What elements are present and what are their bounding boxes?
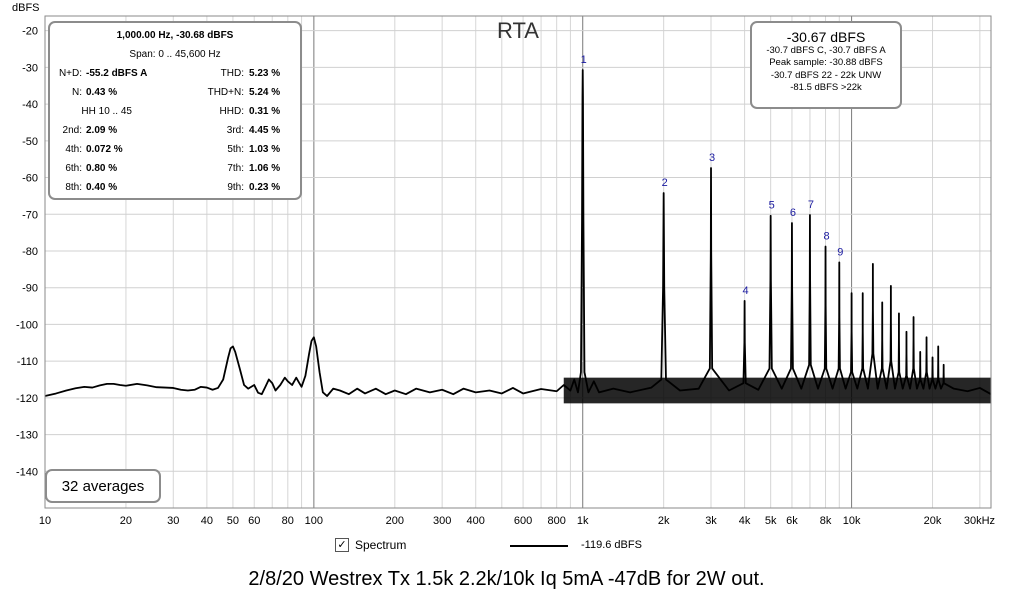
stats-value: 5.23 % xyxy=(249,68,281,79)
y-tick-label: -80 xyxy=(22,246,38,258)
x-tick-label: 200 xyxy=(386,515,404,527)
y-tick-label: -40 xyxy=(22,99,38,111)
stats-value: 2.09 % xyxy=(86,125,118,136)
x-tick-label: 10 xyxy=(39,515,51,527)
harmonic-label: 2 xyxy=(662,177,668,189)
stats-label: 3rd: xyxy=(226,125,244,136)
y-tick-label: -110 xyxy=(17,356,38,368)
legend-line-swatch xyxy=(510,545,568,547)
x-tick-label: 3k xyxy=(705,515,717,527)
harmonic-label: 3 xyxy=(709,152,715,164)
x-tick-label: 4k xyxy=(739,515,751,527)
stats-label: 2nd: xyxy=(62,125,82,136)
y-tick-label: -90 xyxy=(22,283,38,295)
graph-caption: 2/8/20 Westrex Tx 1.5k 2.2k/10k Iq 5mA -… xyxy=(248,568,765,590)
stats-value: 5.24 % xyxy=(249,87,281,98)
x-tick-label: 20k xyxy=(924,515,942,527)
x-tick-label: 100 xyxy=(305,515,323,527)
stats-value: 0.23 % xyxy=(249,182,281,193)
stats-label: 5th: xyxy=(227,144,244,155)
y-axis-unit-label: dBFS xyxy=(12,2,40,14)
x-tick-label: 5k xyxy=(765,515,777,527)
stats-label: 9th: xyxy=(227,182,244,193)
y-tick-label: -130 xyxy=(16,430,38,442)
summary-main-level: -30.67 dBFS xyxy=(786,29,866,45)
plot-border xyxy=(44,15,992,509)
plot-frame xyxy=(44,15,992,509)
stats-frequency-level: 1,000.00 Hz, -30.68 dBFS xyxy=(116,30,234,41)
stats-value: 0.072 % xyxy=(86,144,123,155)
x-tick-label: 50 xyxy=(227,515,239,527)
x-tick-label: 60 xyxy=(248,515,260,527)
stats-value: 0.40 % xyxy=(86,182,118,193)
stats-label: N: xyxy=(72,87,82,98)
x-tick-label: 6k xyxy=(786,515,798,527)
stats-value: 1.03 % xyxy=(249,144,281,155)
stats-value: 1.06 % xyxy=(249,163,281,174)
y-tick-label: -140 xyxy=(16,466,38,478)
axis-labels: dBFS -20 -30 -40 -50 -60 -70 -80 -90 -100 -110 -120… xyxy=(12,2,995,527)
x-tick-label: 20 xyxy=(120,515,132,527)
level-summary-box[interactable]: -30.67 dBFS -30.7 dBFS C, -30.7 dBFS A P… xyxy=(750,21,902,109)
averages-box[interactable]: 32 averages xyxy=(45,469,161,503)
stats-value: 0.43 % xyxy=(86,87,118,98)
stats-label: N+D: xyxy=(58,68,82,79)
distortion-stats-box[interactable]: 1,000.00 Hz, -30.68 dBFS Span: 0 .. 45,6… xyxy=(48,21,302,200)
x-tick-label: 400 xyxy=(467,515,485,527)
x-tick-label: 10k xyxy=(843,515,861,527)
summary-line: Peak sample: -30.88 dBFS xyxy=(769,57,883,69)
stats-label: THD+N: xyxy=(207,87,244,98)
stats-label: 8th: xyxy=(65,182,82,193)
harmonic-label: 4 xyxy=(743,285,749,297)
x-tick-label: 1k xyxy=(577,515,589,527)
legend-checkbox[interactable]: ✓ xyxy=(335,538,349,552)
x-tick-label: 600 xyxy=(514,515,532,527)
stats-label: HH 10 .. 45 xyxy=(81,106,132,117)
y-tick-label: -60 xyxy=(22,173,38,185)
stats-value: 0.31 % xyxy=(249,106,281,117)
stats-label: 4th: xyxy=(65,144,82,155)
spectrum-line xyxy=(44,69,992,397)
x-tick-label: 30 xyxy=(167,515,179,527)
x-tick-label: 8k xyxy=(820,515,832,527)
summary-line: -30.7 dBFS 22 - 22k UNW xyxy=(770,69,882,81)
harmonic-label: 1 xyxy=(581,54,587,66)
x-tick-label: 80 xyxy=(282,515,294,527)
stats-label: HHD: xyxy=(219,106,244,117)
stats-value: -55.2 dBFS A xyxy=(86,68,148,79)
x-tick-label: 300 xyxy=(433,515,451,527)
stats-span: Span: 0 .. 45,600 Hz xyxy=(129,49,221,60)
y-tick-label: -30 xyxy=(22,62,38,74)
harmonic-label: 5 xyxy=(769,200,775,212)
legend-series-name: Spectrum xyxy=(355,538,407,552)
harmonic-label: 8 xyxy=(823,231,829,243)
stats-label: THD: xyxy=(220,68,244,79)
y-tick-label: -50 xyxy=(22,136,38,148)
y-tick-label: -70 xyxy=(22,209,38,221)
legend-level: -119.6 dBFS xyxy=(581,539,642,551)
summary-line: -30.7 dBFS C, -30.7 dBFS A xyxy=(766,45,886,56)
harmonic-label: 9 xyxy=(837,246,843,258)
harmonic-label: 6 xyxy=(790,207,796,219)
stats-value: 0.80 % xyxy=(86,163,118,174)
chart-title: RTA xyxy=(497,18,539,43)
y-tick-label: -20 xyxy=(22,26,38,38)
harmonic-label: 7 xyxy=(808,199,814,211)
x-tick-label: 30kHz xyxy=(964,515,995,527)
y-tick-label: -100 xyxy=(16,319,38,331)
stats-label: 6th: xyxy=(65,163,82,174)
x-tick-label: 2k xyxy=(658,515,670,527)
stats-value: 4.45 % xyxy=(249,125,281,136)
stats-label: 7th: xyxy=(227,163,244,174)
spectrum-trace xyxy=(44,69,992,404)
summary-line: -81.5 dBFS >22k xyxy=(790,82,862,94)
y-tick-label: -120 xyxy=(16,393,38,405)
x-tick-label: 40 xyxy=(201,515,213,527)
x-tick-label: 800 xyxy=(547,515,565,527)
